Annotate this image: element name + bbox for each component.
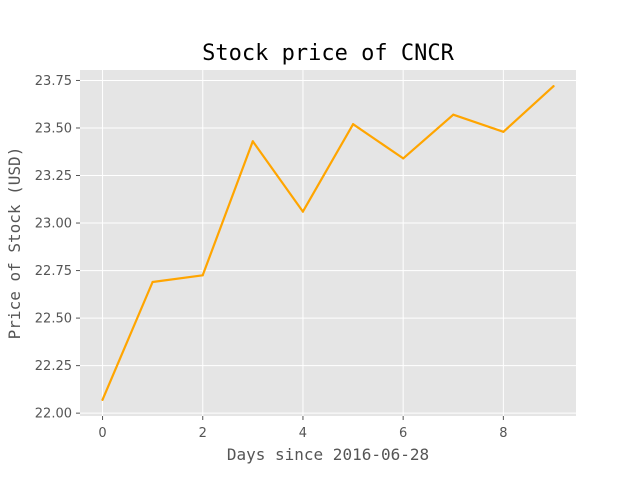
x-tick-label: 2 xyxy=(199,426,207,441)
data-point xyxy=(452,113,455,116)
data-point xyxy=(402,157,405,160)
plot-area-background xyxy=(80,70,576,416)
y-tick-label: 22.00 xyxy=(35,407,72,422)
y-tick-label: 23.25 xyxy=(35,169,72,184)
data-point xyxy=(201,274,204,277)
chart-title: Stock price of CNCR xyxy=(202,41,454,66)
y-axis-label: Price of Stock (USD) xyxy=(5,147,24,340)
y-axis-ticks: 22.00 22.25 22.50 22.75 23.00 23.25 23.50 23.75 xyxy=(35,74,80,422)
y-tick-label: 22.25 xyxy=(35,359,72,374)
x-tick-label: 0 xyxy=(98,426,106,441)
data-point xyxy=(101,398,104,401)
y-tick-label: 23.00 xyxy=(35,217,72,232)
x-axis-label: Days since 2016-06-28 xyxy=(227,445,429,464)
data-point xyxy=(251,140,254,143)
y-tick-label: 22.75 xyxy=(35,264,72,279)
gridlines xyxy=(80,70,576,416)
y-tick-label: 23.50 xyxy=(35,121,72,136)
data-point xyxy=(151,280,154,284)
y-tick-label: 23.75 xyxy=(35,74,72,89)
series-line xyxy=(101,85,555,401)
series-layer xyxy=(101,85,555,401)
data-point xyxy=(502,130,505,133)
x-tick-label: 8 xyxy=(499,426,507,441)
x-axis-ticks: 0 2 4 6 8 xyxy=(98,416,507,441)
x-tick-label: 6 xyxy=(399,426,407,441)
data-point xyxy=(352,123,355,126)
y-tick-label: 22.50 xyxy=(35,312,72,327)
data-point xyxy=(552,85,555,88)
data-point xyxy=(301,210,304,213)
x-tick-label: 4 xyxy=(299,426,307,441)
